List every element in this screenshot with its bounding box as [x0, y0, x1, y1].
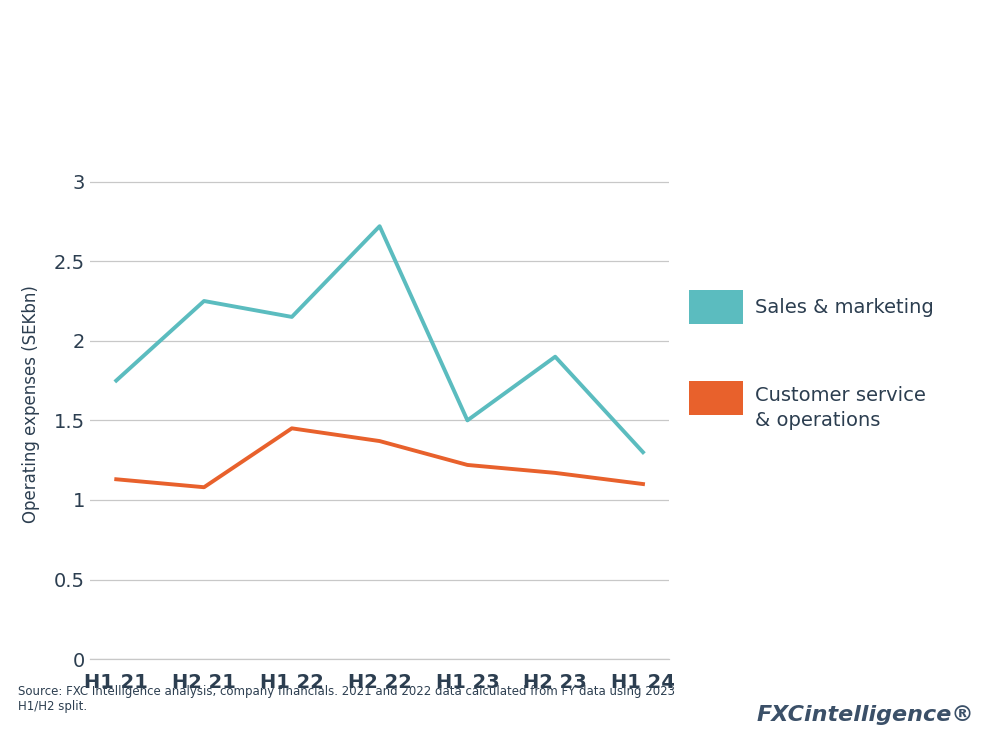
Bar [689, 381, 743, 415]
Y-axis label: Operating expenses (SEKbn): Operating expenses (SEKbn) [22, 285, 40, 524]
Bar [689, 291, 743, 324]
Text: Klarna has used AI to reduce expenses in key departments: Klarna has used AI to reduce expenses in… [18, 34, 987, 61]
Text: Sales & marketing: Sales & marketing [755, 297, 934, 317]
Text: FXCintelligence®: FXCintelligence® [756, 706, 974, 725]
Text: Source: FXC Intelligence analysis, company financials. 2021 and 2022 data calcul: Source: FXC Intelligence analysis, compa… [18, 685, 675, 713]
Text: Klarna half-yearly operating expenses for sales & marketing; customer service: Klarna half-yearly operating expenses fo… [18, 91, 784, 111]
Text: Customer service
& operations: Customer service & operations [755, 386, 926, 430]
